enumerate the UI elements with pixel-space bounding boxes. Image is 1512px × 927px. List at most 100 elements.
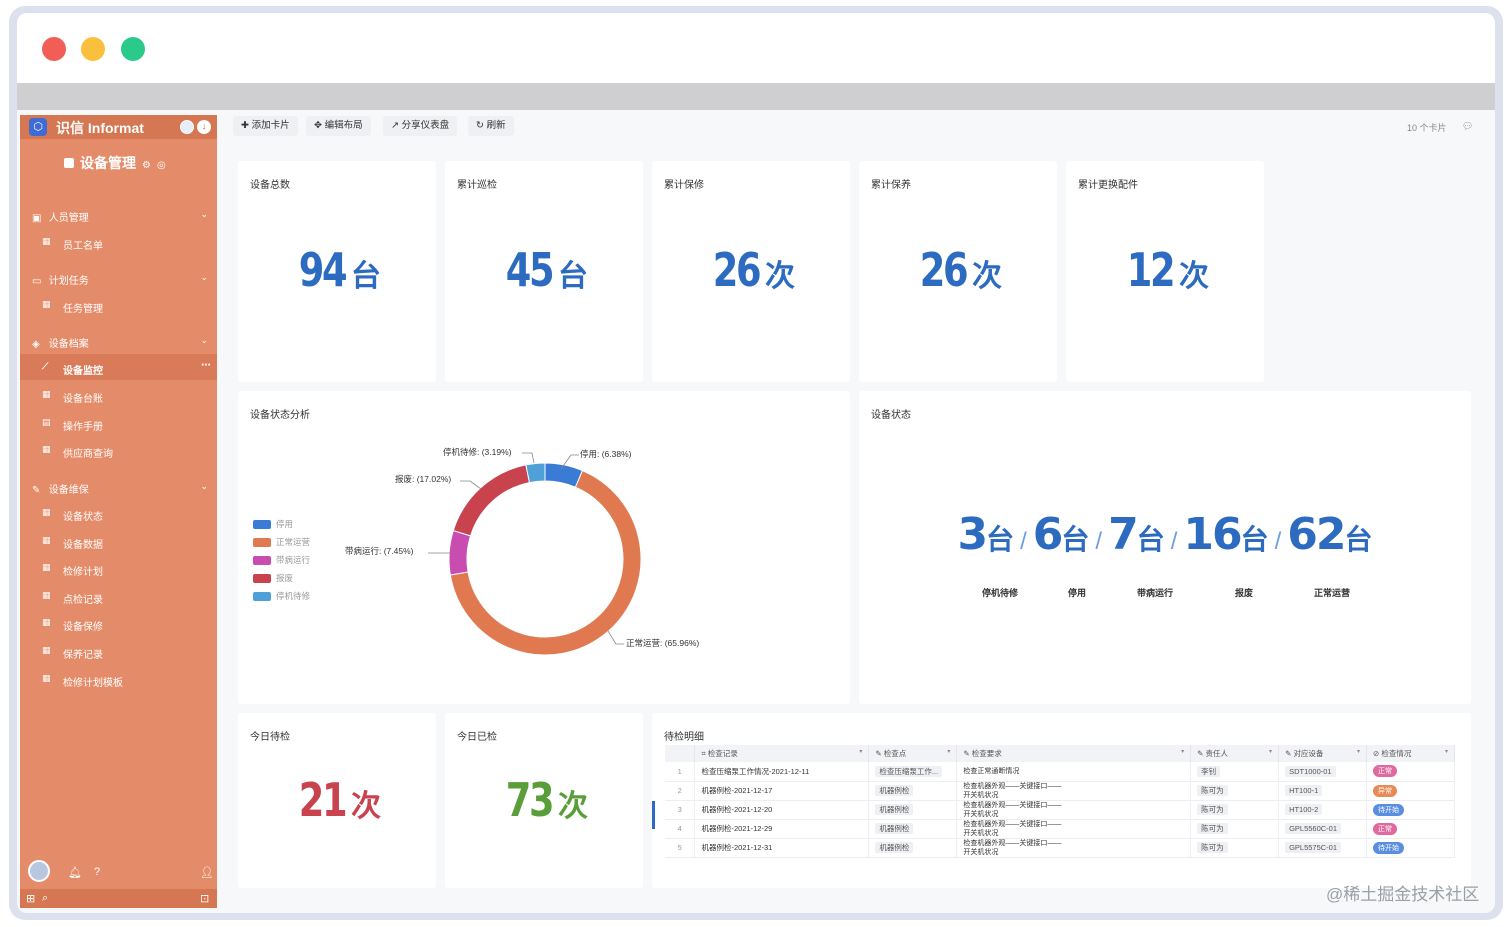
target-icon[interactable]: ◎: [156, 160, 166, 171]
column-header[interactable]: ✎ 检查要求 ▾: [956, 745, 1192, 762]
device-cell[interactable]: HT100-2: [1278, 800, 1368, 820]
table-row[interactable]: 4 机器例检-2021-12-29 机器例检 检查机器外观——关键接口—— 开关机状况陈…: [665, 819, 1455, 839]
device-cell[interactable]: GPL5560C-01: [1278, 819, 1368, 839]
kpi-card-total[interactable]: 设备总数 94 台: [238, 161, 436, 382]
device-cell[interactable]: HT100-1: [1278, 781, 1368, 801]
donut-slice-3[interactable]: [452, 464, 531, 537]
chevron-down-icon[interactable]: ▾: [947, 749, 951, 755]
table-row[interactable]: 1 检查压缩泵工作情况-2021-12-11 检查压缩泵工作... 检查正常通断情况 李…: [665, 762, 1455, 782]
sidebar-item-supplier[interactable]: ▦ 供应商查询: [42, 444, 113, 460]
legend-item[interactable]: 带病运行: [253, 554, 310, 566]
sidebar-item-ledger[interactable]: ▦ 设备台账: [42, 389, 103, 405]
record-cell[interactable]: 检查压缩泵工作情况-2021-12-11: [694, 762, 870, 782]
column-header[interactable]: ✎ 对应设备 ▾: [1278, 745, 1368, 762]
owner-cell[interactable]: 陈可为: [1190, 838, 1280, 858]
status-cell[interactable]: 待开始: [1366, 800, 1455, 820]
owner-cell[interactable]: 李钊: [1190, 762, 1280, 782]
today-pending-card[interactable]: 今日待检 21 次: [238, 713, 436, 888]
donut-slice-4[interactable]: [525, 462, 546, 484]
chevron-down-icon[interactable]: ▾: [1444, 749, 1448, 755]
help-icon[interactable]: ?: [94, 866, 101, 878]
donut-slice-2[interactable]: [448, 529, 472, 576]
select-all-checkbox[interactable]: [665, 745, 696, 762]
legend-item[interactable]: 报废: [253, 572, 293, 584]
chevron-down-icon[interactable]: ▾: [1269, 749, 1273, 755]
sidebar-item-upkeep[interactable]: ▦ 保养记录: [42, 645, 103, 661]
today-done-card[interactable]: 今日已检 73 次: [445, 713, 643, 888]
add-square-icon[interactable]: ⊞: [26, 893, 36, 905]
sidebar-item-tasks[interactable]: ▦ 任务管理: [42, 299, 103, 315]
chevron-down-icon[interactable]: ▾: [859, 749, 863, 755]
column-header[interactable]: ✎ 检查点 ▾: [868, 745, 958, 762]
chevron-down-icon[interactable]: ▾: [1181, 749, 1185, 755]
sidebar-item-plan-template[interactable]: ▦ 检修计划模板: [42, 673, 123, 689]
owner-cell[interactable]: 陈可为: [1190, 781, 1280, 801]
nav-group-personnel[interactable]: ▣ 人员管理 ⌄: [32, 209, 208, 224]
point-cell[interactable]: 机器例检: [868, 838, 958, 858]
nav-group-maintenance[interactable]: ✎ 设备维保 ⌄: [32, 481, 208, 496]
point-cell[interactable]: 检查压缩泵工作...: [868, 762, 958, 782]
share-dashboard-button[interactable]: ↗ 分享仪表盘: [383, 116, 458, 136]
requirement-cell[interactable]: 检查机器外观——关键接口—— 开关机状况: [956, 838, 1192, 858]
requirement-cell[interactable]: 检查机器外观——关键接口—— 开关机状况: [956, 781, 1192, 801]
more-icon[interactable]: ⋯: [201, 360, 211, 371]
table-row[interactable]: 3 机器例检-2021-12-20 机器例检 检查机器外观——关键接口—— 开关机状况陈…: [665, 800, 1455, 820]
user-add-icon[interactable]: 👤︎: [200, 867, 214, 879]
record-cell[interactable]: 机器例检-2021-12-17: [694, 781, 870, 801]
collapse-icon[interactable]: ⊡: [200, 893, 210, 905]
close-window-button[interactable]: [42, 37, 66, 61]
chevron-down-icon[interactable]: ▾: [1357, 749, 1361, 755]
sidebar-item-inspection[interactable]: ▦ 点检记录: [42, 590, 103, 606]
kpi-card-parts[interactable]: 累计更换配件 12 次: [1066, 161, 1264, 382]
edit-layout-button[interactable]: ✥ 编辑布局: [306, 116, 371, 136]
record-cell[interactable]: 机器例检-2021-12-29: [694, 819, 870, 839]
status-cell[interactable]: 异常: [1366, 781, 1455, 801]
status-cell[interactable]: 正常: [1366, 762, 1455, 782]
search-icon[interactable]: ⌕: [42, 892, 49, 904]
nav-group-archive[interactable]: ◈ 设备档案 ⌄: [32, 335, 208, 350]
kpi-card-patrol[interactable]: 累计巡检 45 台: [445, 161, 643, 382]
point-cell[interactable]: 机器例检: [868, 800, 958, 820]
point-cell[interactable]: 机器例检: [868, 819, 958, 839]
device-cell[interactable]: SDT1000-01: [1278, 762, 1368, 782]
owner-cell[interactable]: 陈可为: [1190, 819, 1280, 839]
table-row[interactable]: 5 机器例检-2021-12-31 机器例检 检查机器外观——关键接口—— 开关机状况陈…: [665, 838, 1455, 858]
comment-icon[interactable]: 💬︎: [1462, 121, 1474, 131]
user-avatar-top[interactable]: [180, 120, 194, 134]
status-cell[interactable]: 正常: [1366, 819, 1455, 839]
requirement-cell[interactable]: 检查正常通断情况: [956, 762, 1192, 782]
refresh-button[interactable]: ↻ 刷新: [468, 116, 514, 136]
status-cell[interactable]: 待开始: [1366, 838, 1455, 858]
record-cell[interactable]: 机器例检-2021-12-31: [694, 838, 870, 858]
add-card-button[interactable]: ✚ 添加卡片: [233, 116, 298, 136]
bell-icon[interactable]: 🔔︎: [68, 867, 82, 879]
column-header[interactable]: ✎ 责任人 ▾: [1190, 745, 1280, 762]
record-cell[interactable]: 机器例检-2021-12-20: [694, 800, 870, 820]
minimize-window-button[interactable]: [81, 37, 105, 61]
legend-item[interactable]: 停用: [253, 518, 293, 530]
sidebar-item-monitor[interactable]: ⟋ 设备监控 ⋯: [20, 354, 217, 380]
kpi-card-repair[interactable]: 累计保修 26 次: [652, 161, 850, 382]
sidebar-item-repair-plan[interactable]: ▦ 检修计划: [42, 562, 103, 578]
sidebar-item-warranty[interactable]: ▦ 设备保修: [42, 617, 103, 633]
column-header[interactable]: ⊘ 检查情况 ▾: [1366, 745, 1455, 762]
legend-item[interactable]: 正常运营: [253, 536, 310, 548]
download-icon[interactable]: ↓: [197, 120, 211, 134]
requirement-cell[interactable]: 检查机器外观——关键接口—— 开关机状况: [956, 819, 1192, 839]
device-cell[interactable]: GPL5575C-01: [1278, 838, 1368, 858]
user-avatar[interactable]: [28, 860, 50, 882]
donut-slice-1[interactable]: [449, 469, 642, 656]
nav-group-plans[interactable]: ▭ 计划任务 ⌄: [32, 272, 208, 287]
sidebar-item-manual[interactable]: ▤ 操作手册: [42, 417, 103, 433]
point-cell[interactable]: 机器例检: [868, 781, 958, 801]
settings-icon[interactable]: ⚙: [142, 160, 151, 171]
owner-cell[interactable]: 陈可为: [1190, 800, 1280, 820]
legend-item[interactable]: 停机待修: [253, 590, 310, 602]
maximize-window-button[interactable]: [121, 37, 145, 61]
sidebar-item-status[interactable]: ▦ 设备状态: [42, 507, 103, 523]
column-header[interactable]: ⌗ 检查记录 ▾: [694, 745, 870, 762]
table-row[interactable]: 2 机器例检-2021-12-17 机器例检 检查机器外观——关键接口—— 开关机状况陈…: [665, 781, 1455, 801]
kpi-card-upkeep[interactable]: 累计保养 26 次: [859, 161, 1057, 382]
sidebar-item-data[interactable]: ▦ 设备数据: [42, 535, 103, 551]
requirement-cell[interactable]: 检查机器外观——关键接口—— 开关机状况: [956, 800, 1192, 820]
